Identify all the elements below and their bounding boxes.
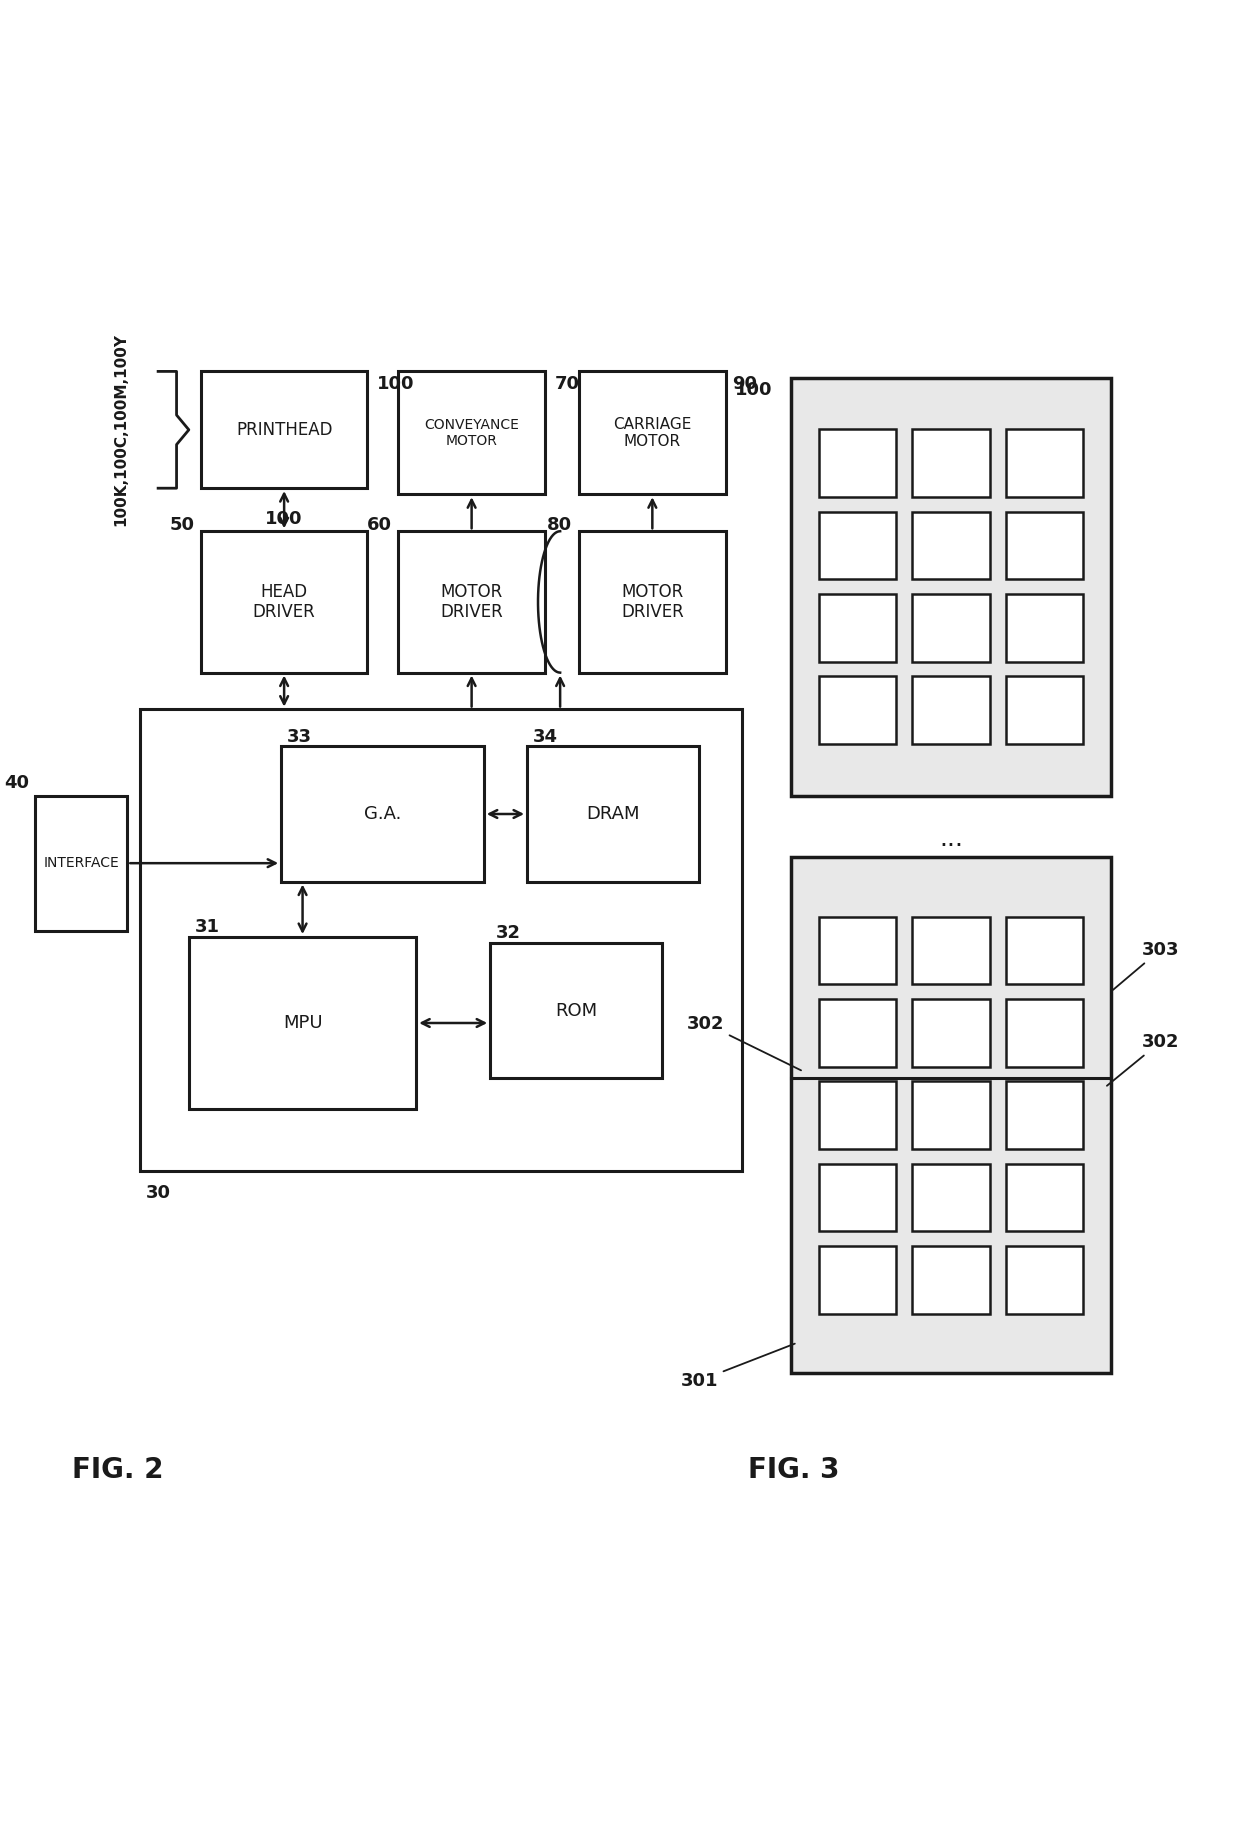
Text: PRINTHEAD: PRINTHEAD	[236, 421, 332, 439]
FancyBboxPatch shape	[35, 795, 128, 931]
FancyBboxPatch shape	[281, 746, 484, 882]
Text: 100: 100	[377, 375, 414, 393]
Text: FIG. 2: FIG. 2	[72, 1457, 164, 1484]
Text: 80: 80	[547, 516, 573, 535]
FancyBboxPatch shape	[201, 531, 367, 672]
FancyBboxPatch shape	[398, 371, 546, 494]
FancyBboxPatch shape	[913, 917, 990, 985]
FancyBboxPatch shape	[818, 676, 897, 744]
FancyBboxPatch shape	[1006, 511, 1084, 579]
FancyBboxPatch shape	[1006, 430, 1084, 496]
Text: MOTOR
DRIVER: MOTOR DRIVER	[621, 582, 683, 621]
Text: 30: 30	[146, 1183, 171, 1201]
Text: 34: 34	[533, 727, 558, 746]
FancyBboxPatch shape	[913, 1082, 990, 1148]
Text: 70: 70	[556, 375, 580, 393]
FancyBboxPatch shape	[398, 531, 546, 672]
FancyBboxPatch shape	[913, 1165, 990, 1231]
FancyBboxPatch shape	[1006, 1082, 1084, 1148]
Text: 302: 302	[687, 1014, 801, 1071]
FancyBboxPatch shape	[490, 942, 662, 1078]
FancyBboxPatch shape	[1006, 1165, 1084, 1231]
Text: 100: 100	[735, 380, 773, 399]
Text: INTERFACE: INTERFACE	[43, 856, 119, 871]
FancyBboxPatch shape	[1006, 917, 1084, 985]
FancyBboxPatch shape	[818, 511, 897, 579]
Text: G.A.: G.A.	[363, 805, 402, 823]
Text: CARRIAGE
MOTOR: CARRIAGE MOTOR	[613, 417, 692, 448]
Text: 32: 32	[496, 924, 521, 942]
FancyBboxPatch shape	[913, 1245, 990, 1313]
Text: 303: 303	[1114, 941, 1179, 990]
FancyBboxPatch shape	[188, 937, 417, 1110]
FancyBboxPatch shape	[1006, 1245, 1084, 1313]
FancyBboxPatch shape	[1006, 676, 1084, 744]
Text: 100: 100	[265, 511, 303, 527]
FancyBboxPatch shape	[818, 1082, 897, 1148]
Text: FIG. 3: FIG. 3	[748, 1457, 839, 1484]
FancyBboxPatch shape	[913, 676, 990, 744]
FancyBboxPatch shape	[818, 593, 897, 661]
Text: MOTOR
DRIVER: MOTOR DRIVER	[440, 582, 503, 621]
Text: 31: 31	[195, 918, 219, 937]
FancyBboxPatch shape	[818, 917, 897, 985]
Text: 33: 33	[288, 727, 312, 746]
FancyBboxPatch shape	[818, 999, 897, 1067]
Text: 50: 50	[170, 516, 195, 535]
FancyBboxPatch shape	[579, 371, 727, 494]
FancyBboxPatch shape	[818, 1165, 897, 1231]
FancyBboxPatch shape	[791, 378, 1111, 795]
FancyBboxPatch shape	[913, 593, 990, 661]
Text: 302: 302	[1107, 1032, 1179, 1086]
Text: ...: ...	[939, 827, 963, 851]
FancyBboxPatch shape	[527, 746, 699, 882]
FancyBboxPatch shape	[140, 709, 742, 1170]
FancyBboxPatch shape	[791, 858, 1111, 1374]
Text: 40: 40	[4, 773, 29, 792]
Text: 100K,100C,100M,100Y: 100K,100C,100M,100Y	[114, 332, 129, 527]
FancyBboxPatch shape	[913, 999, 990, 1067]
FancyBboxPatch shape	[818, 430, 897, 496]
Text: ROM: ROM	[556, 1001, 598, 1020]
FancyBboxPatch shape	[201, 371, 367, 489]
Text: DRAM: DRAM	[587, 805, 640, 823]
Text: 301: 301	[681, 1343, 795, 1389]
FancyBboxPatch shape	[913, 511, 990, 579]
Text: 60: 60	[367, 516, 392, 535]
Text: 90: 90	[733, 375, 758, 393]
FancyBboxPatch shape	[913, 430, 990, 496]
Text: HEAD
DRIVER: HEAD DRIVER	[253, 582, 315, 621]
Text: MPU: MPU	[283, 1014, 322, 1032]
FancyBboxPatch shape	[579, 531, 727, 672]
FancyBboxPatch shape	[1006, 999, 1084, 1067]
Text: CONVEYANCE
MOTOR: CONVEYANCE MOTOR	[424, 417, 520, 448]
FancyBboxPatch shape	[1006, 593, 1084, 661]
FancyBboxPatch shape	[818, 1245, 897, 1313]
